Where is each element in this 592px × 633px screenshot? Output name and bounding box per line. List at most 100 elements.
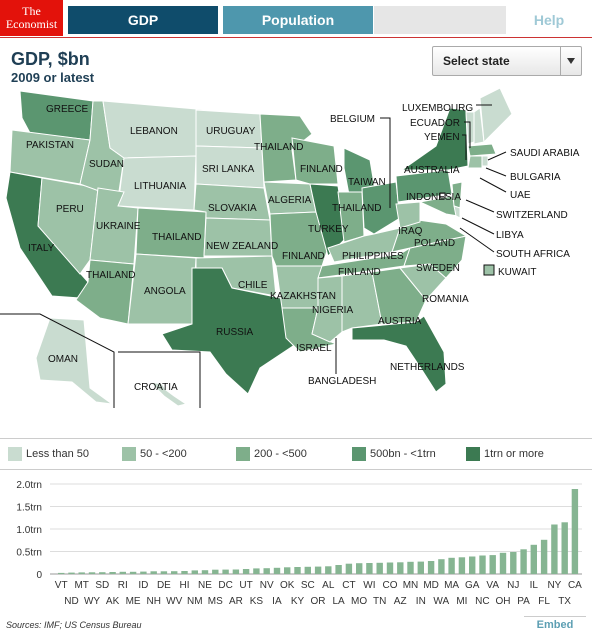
map-label: UAE bbox=[510, 190, 531, 201]
bar-ct[interactable] bbox=[345, 563, 353, 574]
bar-md[interactable] bbox=[427, 561, 435, 574]
bar-la[interactable] bbox=[335, 565, 342, 574]
legend-item: 200 - <500 bbox=[236, 447, 307, 461]
bar-nv[interactable] bbox=[263, 568, 270, 574]
x-tick-label: DC bbox=[218, 580, 232, 591]
x-tick-label: TN bbox=[373, 596, 386, 607]
state-az[interactable] bbox=[75, 259, 135, 325]
bar-ak[interactable] bbox=[109, 572, 116, 574]
bar-ga[interactable] bbox=[469, 556, 476, 575]
tab-population[interactable]: Population bbox=[223, 6, 373, 34]
bar-ne[interactable] bbox=[201, 570, 209, 574]
bar-ia[interactable] bbox=[273, 567, 281, 574]
bar-ut[interactable] bbox=[242, 569, 250, 574]
legend-label: 50 - <200 bbox=[140, 448, 187, 460]
bar-me[interactable] bbox=[129, 571, 137, 575]
bar-vt[interactable] bbox=[58, 572, 65, 574]
x-tick-label: WV bbox=[166, 596, 182, 607]
bar-ky[interactable] bbox=[294, 567, 301, 574]
tab-gdp[interactable]: GDP bbox=[68, 6, 218, 34]
bar-in[interactable] bbox=[417, 561, 424, 574]
x-tick-label: MA bbox=[444, 580, 459, 591]
map-label: ANGOLA bbox=[144, 286, 186, 297]
state-ga[interactable] bbox=[371, 267, 427, 325]
bar-or[interactable] bbox=[314, 566, 322, 574]
x-tick-label: PA bbox=[517, 596, 530, 607]
state-ct[interactable] bbox=[467, 155, 483, 169]
bar-al[interactable] bbox=[325, 566, 332, 574]
bar-co[interactable] bbox=[386, 562, 394, 575]
bar-ok[interactable] bbox=[284, 567, 291, 575]
bar-mi[interactable] bbox=[458, 557, 466, 574]
dc-marker[interactable] bbox=[439, 192, 446, 199]
state-hi[interactable] bbox=[148, 381, 188, 407]
x-tick-label: NM bbox=[187, 596, 203, 607]
kuwait-swatch bbox=[483, 264, 495, 276]
state-de[interactable] bbox=[453, 205, 461, 219]
state-pa[interactable] bbox=[395, 169, 453, 203]
bar-az[interactable] bbox=[397, 562, 404, 574]
state-ma[interactable] bbox=[467, 143, 497, 157]
state-select[interactable]: Select state bbox=[432, 46, 582, 76]
state-me[interactable] bbox=[479, 88, 513, 144]
legend-swatch bbox=[236, 447, 250, 461]
x-tick-label: UT bbox=[239, 580, 252, 591]
bar-tx[interactable] bbox=[561, 522, 568, 574]
bar-va[interactable] bbox=[489, 555, 496, 574]
state-tx[interactable] bbox=[161, 267, 297, 395]
bar-ny[interactable] bbox=[551, 524, 558, 575]
bar-nd[interactable] bbox=[68, 572, 75, 574]
bar-sc[interactable] bbox=[304, 566, 311, 574]
bar-ms[interactable] bbox=[212, 569, 219, 574]
bar-ma[interactable] bbox=[448, 557, 455, 574]
state-ri[interactable] bbox=[481, 155, 489, 167]
bar-fl[interactable] bbox=[540, 539, 548, 574]
bar-ca[interactable] bbox=[571, 489, 579, 574]
bar-id[interactable] bbox=[140, 571, 147, 574]
map-label: FINLAND bbox=[282, 251, 325, 262]
state-fl[interactable] bbox=[351, 315, 447, 393]
bar-nm[interactable] bbox=[191, 570, 198, 574]
bar-ri[interactable] bbox=[119, 571, 126, 574]
state-wi[interactable] bbox=[291, 137, 339, 185]
legend-swatch bbox=[352, 447, 366, 461]
bar-wy[interactable] bbox=[88, 572, 96, 574]
bar-wv[interactable] bbox=[171, 571, 178, 574]
bar-il[interactable] bbox=[530, 544, 537, 575]
map-label: LEBANON bbox=[130, 126, 178, 137]
x-tick-label: MS bbox=[208, 596, 223, 607]
bar-hi[interactable] bbox=[181, 571, 188, 574]
page-title: GDP, $bn bbox=[11, 49, 90, 69]
state-ny[interactable] bbox=[400, 107, 469, 171]
state-al[interactable] bbox=[341, 271, 383, 333]
legend-label: 200 - <500 bbox=[254, 448, 307, 460]
bar-wi[interactable] bbox=[366, 563, 373, 574]
map-label: AUSTRALIA bbox=[404, 165, 460, 176]
bar-dc[interactable] bbox=[222, 569, 229, 574]
bar-nc[interactable] bbox=[479, 555, 486, 575]
bar-de[interactable] bbox=[160, 571, 168, 574]
bar-sd[interactable] bbox=[99, 572, 106, 574]
map-label: RUSSIA bbox=[216, 327, 254, 338]
bar-pa[interactable] bbox=[520, 549, 527, 575]
bar-mt[interactable] bbox=[78, 572, 85, 574]
economist-logo[interactable]: The Economist bbox=[0, 0, 63, 36]
state-wv[interactable] bbox=[395, 201, 421, 229]
embed-button[interactable]: Embed bbox=[524, 616, 586, 633]
bar-ks[interactable] bbox=[253, 568, 260, 574]
bar-mn[interactable] bbox=[407, 561, 414, 574]
y-tick-label: 0 bbox=[36, 570, 42, 581]
bar-oh[interactable] bbox=[499, 552, 507, 574]
bar-nh[interactable] bbox=[150, 571, 157, 574]
x-tick-label: SD bbox=[95, 580, 109, 591]
bar-ar[interactable] bbox=[232, 569, 240, 575]
bar-nj[interactable] bbox=[510, 552, 517, 574]
legend-swatch bbox=[8, 447, 22, 461]
bar-tn[interactable] bbox=[376, 562, 383, 575]
state-ak[interactable] bbox=[35, 317, 113, 405]
bar-mo[interactable] bbox=[356, 563, 363, 574]
bar-wa[interactable] bbox=[438, 559, 445, 574]
map-label: SAUDI ARABIA bbox=[510, 148, 580, 159]
state-select-toggle[interactable] bbox=[560, 47, 581, 75]
tab-help[interactable]: Help bbox=[506, 6, 592, 34]
